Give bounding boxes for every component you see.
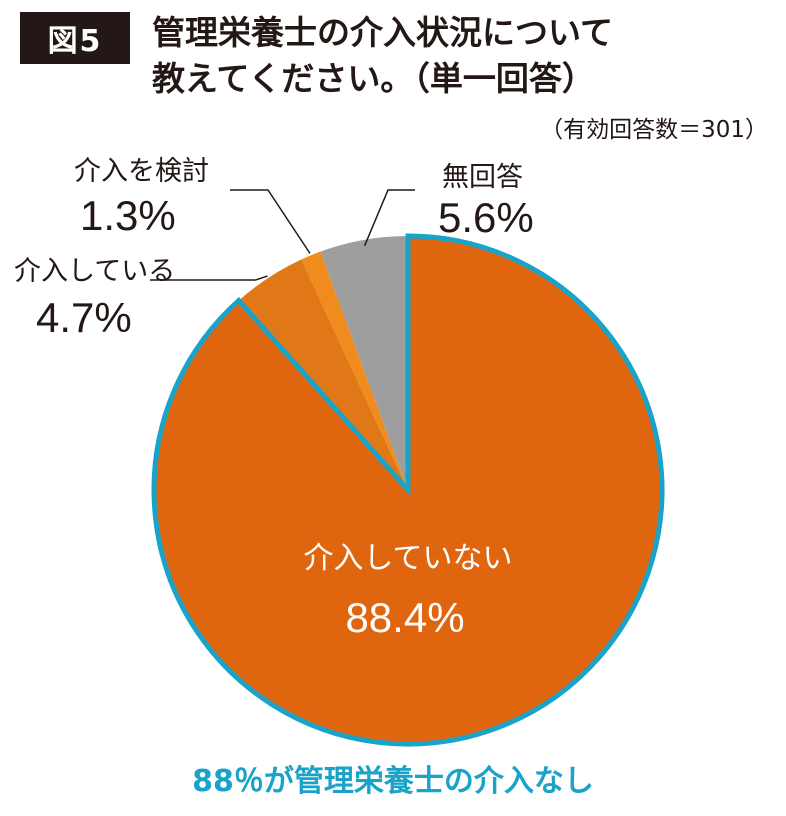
pie-slice-considering xyxy=(301,251,408,490)
chart-conclusion: 88％が管理栄養士の介入なし xyxy=(192,764,594,799)
slice-label-no-intervention: 介入していない xyxy=(303,541,512,576)
title-line-1: 管理栄養士の介入状況について xyxy=(152,13,614,52)
figure-label: 図5 xyxy=(20,12,130,64)
slice-value-no-intervention: 88.4% xyxy=(345,594,464,641)
slice-value-no-answer: 5.6% xyxy=(438,194,534,241)
pie-slice-intervening xyxy=(238,259,408,490)
slice-value-considering: 1.3% xyxy=(80,192,176,239)
slice-label-intervening: 介入している xyxy=(14,256,175,287)
leader-line-intervening xyxy=(150,275,268,281)
slice-label-considering: 介入を検討 xyxy=(74,156,209,187)
highlight-outline xyxy=(151,233,665,747)
slice-label-no-answer: 無回答 xyxy=(442,162,523,193)
leader-line-considering xyxy=(230,189,311,254)
chart-title: 管理栄養士の介入状況について 教えてください。（単一回答） xyxy=(152,10,772,102)
respondent-count: （有効回答数＝301） xyxy=(540,117,768,143)
leader-line-no-answer xyxy=(363,189,415,247)
title-line-2: 教えてください。（単一回答） xyxy=(152,59,595,98)
pie-slice-no-answer xyxy=(320,236,408,490)
slice-value-intervening: 4.7% xyxy=(36,294,132,341)
